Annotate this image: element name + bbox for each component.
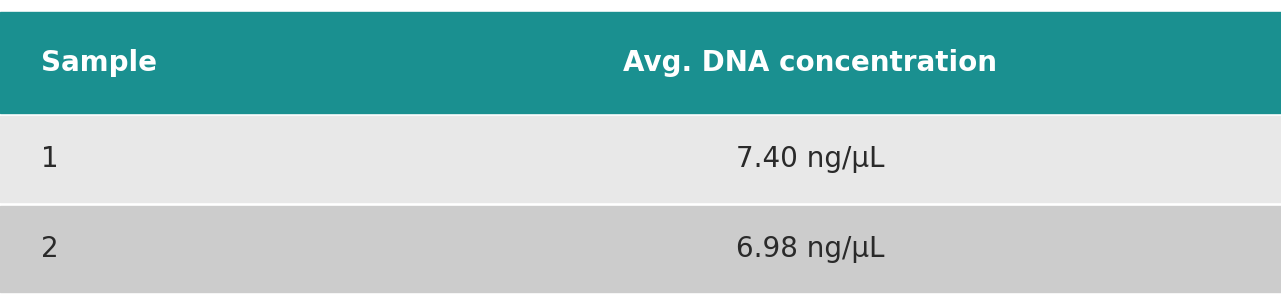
Bar	[0, 116, 1281, 202]
Bar	[0, 12, 1281, 113]
Text: Sample: Sample	[41, 49, 156, 77]
Text: 6.98 ng/μL: 6.98 ng/μL	[737, 235, 884, 263]
Text: 1: 1	[41, 145, 59, 173]
Text: 7.40 ng/μL: 7.40 ng/μL	[737, 145, 884, 173]
Text: 2: 2	[41, 235, 59, 263]
Bar	[0, 206, 1281, 292]
Text: Avg. DNA concentration: Avg. DNA concentration	[624, 49, 997, 77]
